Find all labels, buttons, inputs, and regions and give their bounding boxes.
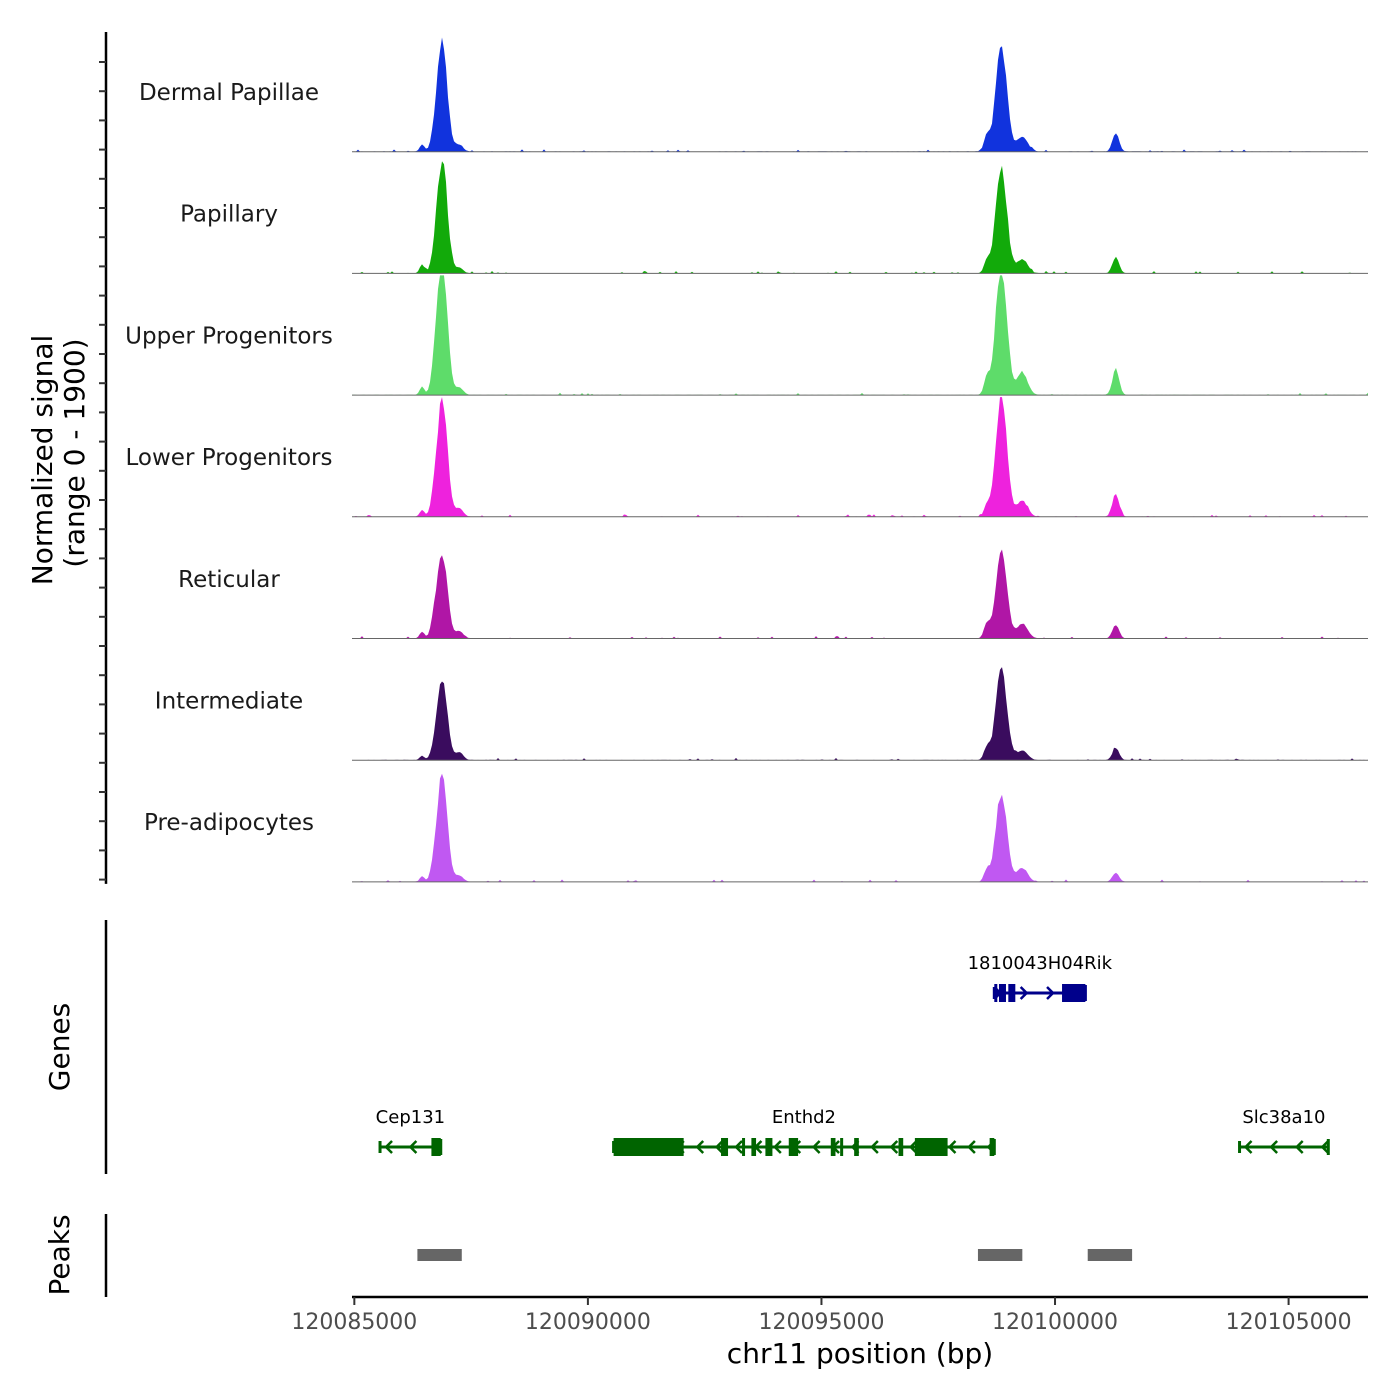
peak-region xyxy=(417,1249,462,1261)
track-label: Papillary xyxy=(180,202,278,228)
strand-arrow xyxy=(811,1140,821,1154)
x-axis-title: chr11 position (bp) xyxy=(727,1337,993,1370)
y-axis-title-line2: (range 0 - 1900) xyxy=(58,338,91,567)
strand-arrow xyxy=(1019,986,1029,1000)
coverage-area xyxy=(352,37,1368,152)
gene-enthd2: Enthd2 xyxy=(612,1107,996,1156)
gene-exon xyxy=(898,1138,904,1156)
x-axis: 120085000 120090000 120095000 120100000 1201… xyxy=(291,1295,1368,1335)
track-label: Dermal Papillae xyxy=(139,80,319,106)
gene-label: 1810043H04Rik xyxy=(968,953,1113,974)
strand-arrow xyxy=(870,1140,879,1154)
strand-arrow xyxy=(773,1140,782,1154)
strand-arrow xyxy=(1243,1140,1253,1154)
track-reticular: Reticular xyxy=(178,549,1368,639)
gene-exon xyxy=(854,1138,859,1156)
strand-arrow xyxy=(967,1140,976,1154)
gene-cep131: Cep131 xyxy=(376,1107,445,1156)
track-label: Intermediate xyxy=(155,689,303,715)
strand-arrow xyxy=(695,1140,705,1154)
strand-arrow xyxy=(734,1140,743,1154)
coverage-area xyxy=(352,275,1368,396)
track-dermal-papillae: Dermal Papillae xyxy=(139,37,1368,153)
peak-region xyxy=(1087,1249,1133,1261)
strand-arrow xyxy=(408,1140,418,1154)
track-label: Reticular xyxy=(178,567,280,593)
gene-exon xyxy=(765,1138,773,1156)
peaks-panel xyxy=(104,1214,1133,1297)
x-tick-label: 120105000 xyxy=(1226,1310,1352,1335)
strand-arrow xyxy=(1294,1140,1304,1154)
track-label: Upper Progenitors xyxy=(125,323,333,349)
gene-exon xyxy=(1062,984,1086,1002)
strand-arrow xyxy=(908,1140,918,1154)
gene-exon xyxy=(840,1138,844,1156)
track-label: Lower Progenitors xyxy=(126,445,333,471)
gene-slc38a10: Slc38a10 xyxy=(1238,1107,1330,1155)
strand-arrow xyxy=(1320,1140,1330,1154)
gene-exon xyxy=(751,1138,757,1156)
coverage-area xyxy=(352,667,1368,761)
coverage-panel: Dermal Papillae Papillary Upper Progenitor… xyxy=(99,32,1368,884)
coverage-area xyxy=(352,161,1368,274)
gene-exon xyxy=(998,984,1006,1002)
track-lower-progenitors: Lower Progenitors xyxy=(126,397,1368,518)
track-intermediate: Intermediate xyxy=(155,667,1368,761)
gene-exon xyxy=(742,1138,746,1156)
genes-axis-title: Genes xyxy=(43,1003,76,1091)
x-tick-label: 120100000 xyxy=(992,1310,1118,1335)
gene-exon xyxy=(613,1138,684,1156)
gene-exon xyxy=(721,1138,729,1156)
peaks-axis-title: Peaks xyxy=(43,1214,76,1295)
genes-panel: 1810043H04Rik Cep131 Enthd2 Slc38a10 xyxy=(104,920,1330,1174)
coverage-area xyxy=(352,549,1368,639)
gene-1810043h04rik: 1810043H04Rik xyxy=(968,953,1113,1002)
y-axis-title-line1: Normalized signal xyxy=(26,335,59,586)
strand-arrow xyxy=(947,1140,957,1154)
gene-label: Enthd2 xyxy=(772,1107,836,1128)
strand-arrow xyxy=(384,1140,393,1154)
gene-exon xyxy=(1008,984,1016,1002)
strand-arrow xyxy=(714,1140,724,1154)
gene-label: Slc38a10 xyxy=(1242,1107,1325,1128)
strand-arrow xyxy=(1269,1140,1279,1154)
gene-exon xyxy=(788,1138,799,1156)
gene-exon xyxy=(914,1138,948,1156)
coverage-area xyxy=(352,397,1368,517)
gene-exon xyxy=(989,1138,995,1156)
track-pre-adipocytes: Pre-adipocytes xyxy=(144,773,1368,883)
peak-region xyxy=(977,1249,1023,1261)
strand-arrow xyxy=(889,1140,899,1154)
strand-arrow xyxy=(1046,986,1055,1000)
track-upper-progenitors: Upper Progenitors xyxy=(125,275,1368,396)
x-tick-label: 120085000 xyxy=(291,1310,417,1335)
gene-exon xyxy=(830,1138,836,1156)
track-label: Pre-adipocytes xyxy=(144,810,314,836)
gene-exon xyxy=(431,1138,441,1156)
gene-label: Cep131 xyxy=(376,1107,445,1128)
x-tick-label: 120090000 xyxy=(525,1310,651,1335)
x-tick-label: 120095000 xyxy=(758,1310,884,1335)
track-papillary: Papillary xyxy=(180,161,1368,274)
coverage-area xyxy=(352,773,1368,882)
